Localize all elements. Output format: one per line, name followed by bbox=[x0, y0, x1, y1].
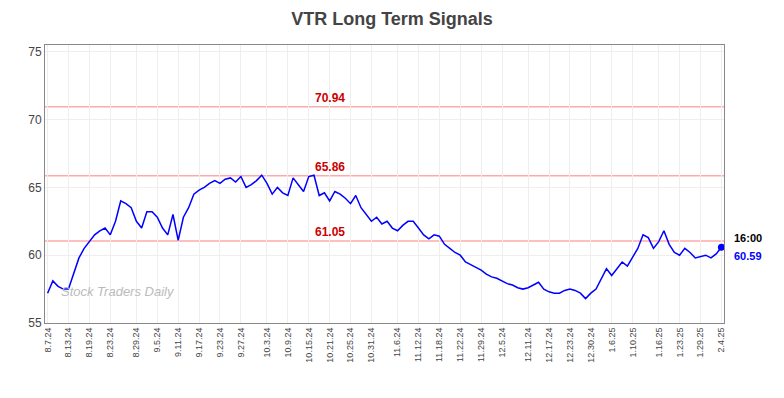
svg-text:9.11.24: 9.11.24 bbox=[173, 328, 183, 357]
svg-text:55: 55 bbox=[28, 316, 42, 330]
svg-text:10.9.24: 10.9.24 bbox=[283, 328, 293, 358]
svg-text:1.10.25: 1.10.25 bbox=[628, 328, 638, 358]
svg-text:75: 75 bbox=[28, 45, 42, 59]
svg-text:12.11.24: 12.11.24 bbox=[523, 328, 533, 362]
svg-text:11.29.24: 11.29.24 bbox=[476, 328, 486, 362]
svg-text:8.7.24: 8.7.24 bbox=[43, 328, 53, 353]
svg-text:10.3.24: 10.3.24 bbox=[262, 328, 272, 358]
svg-text:8.29.24: 8.29.24 bbox=[131, 328, 141, 358]
svg-text:Stock Traders Daily: Stock Traders Daily bbox=[61, 284, 175, 299]
svg-text:10.21.24: 10.21.24 bbox=[325, 328, 335, 363]
svg-text:1.16.25: 1.16.25 bbox=[654, 328, 664, 358]
svg-text:9.23.24: 9.23.24 bbox=[215, 328, 225, 358]
svg-text:1.29.25: 1.29.25 bbox=[695, 328, 705, 358]
svg-text:65: 65 bbox=[28, 181, 42, 195]
svg-text:60.59: 60.59 bbox=[734, 250, 762, 262]
svg-text:12.17.24: 12.17.24 bbox=[544, 328, 554, 363]
svg-text:11.22.24: 11.22.24 bbox=[455, 328, 465, 362]
svg-text:8.19.24: 8.19.24 bbox=[84, 328, 94, 358]
svg-text:12.5.24: 12.5.24 bbox=[497, 328, 507, 358]
svg-text:10.31.24: 10.31.24 bbox=[366, 328, 376, 363]
svg-text:8.23.24: 8.23.24 bbox=[105, 328, 115, 358]
svg-text:2.4.25: 2.4.25 bbox=[716, 328, 726, 353]
svg-text:12.30.24: 12.30.24 bbox=[586, 328, 596, 363]
svg-text:60: 60 bbox=[28, 248, 42, 262]
svg-text:8.13.24: 8.13.24 bbox=[63, 328, 73, 358]
svg-text:9.27.24: 9.27.24 bbox=[236, 328, 246, 358]
svg-text:70.94: 70.94 bbox=[315, 91, 345, 105]
svg-text:VTR Long Term Signals: VTR Long Term Signals bbox=[291, 9, 493, 29]
svg-text:1.23.25: 1.23.25 bbox=[675, 328, 685, 358]
svg-text:12.23.24: 12.23.24 bbox=[565, 328, 575, 363]
svg-text:65.86: 65.86 bbox=[315, 160, 345, 174]
svg-text:9.5.24: 9.5.24 bbox=[152, 328, 162, 353]
svg-text:10.25.24: 10.25.24 bbox=[345, 328, 355, 363]
svg-text:10.15.24: 10.15.24 bbox=[304, 328, 314, 363]
svg-text:11.12.24: 11.12.24 bbox=[413, 328, 423, 362]
svg-text:11.6.24: 11.6.24 bbox=[392, 328, 402, 357]
svg-text:11.18.24: 11.18.24 bbox=[434, 328, 444, 362]
svg-text:1.6.25: 1.6.25 bbox=[607, 328, 617, 353]
svg-text:70: 70 bbox=[28, 113, 42, 127]
svg-text:16:00: 16:00 bbox=[734, 232, 762, 244]
svg-text:61.05: 61.05 bbox=[315, 225, 345, 239]
svg-text:9.17.24: 9.17.24 bbox=[194, 328, 204, 358]
